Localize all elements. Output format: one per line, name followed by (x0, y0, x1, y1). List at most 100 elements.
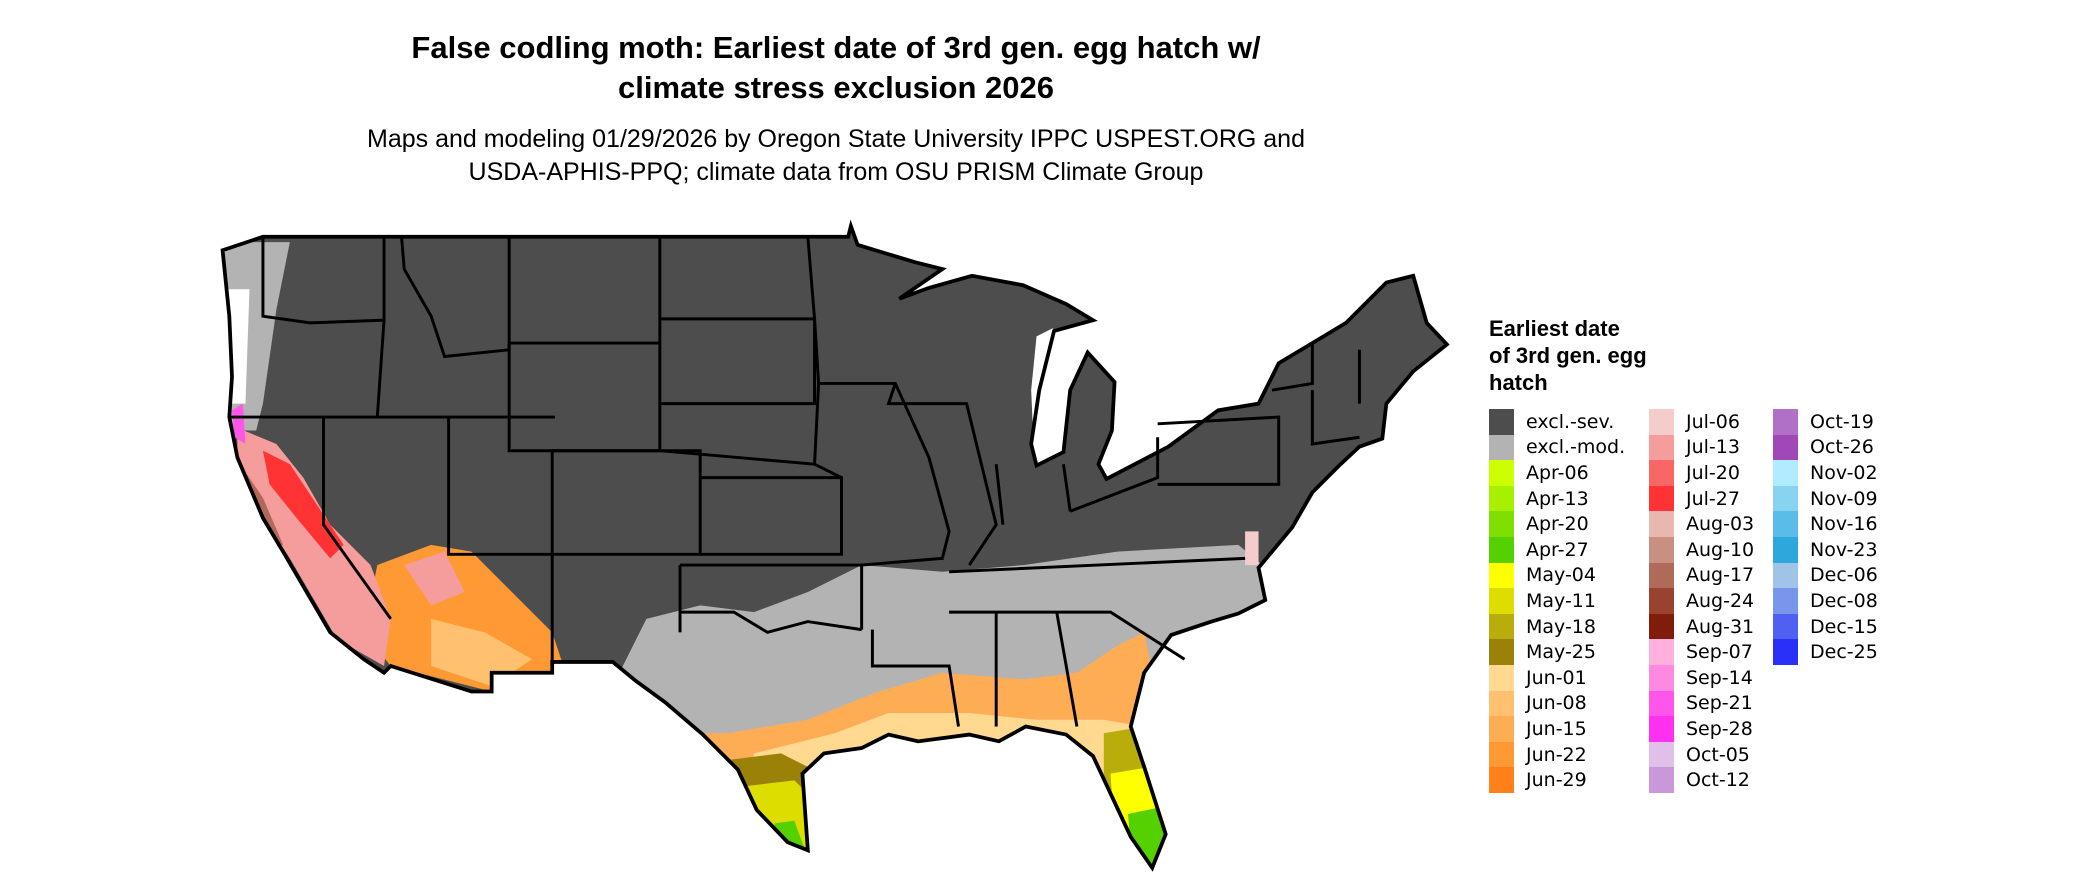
legend-swatch (1489, 537, 1514, 563)
legend-item: Aug-03 (1649, 511, 1754, 537)
state-boundaries (229, 236, 1361, 727)
legend-label: May-25 (1526, 641, 1596, 664)
legend-item: Oct-05 (1649, 741, 1750, 768)
excl-severe-region (222, 226, 1447, 868)
legend-swatch (1489, 690, 1514, 717)
lake-michigan (1031, 328, 1064, 458)
legend-label: May-04 (1526, 564, 1596, 587)
hatch-region-california-jul27 (262, 450, 344, 559)
legend-item: excl.-sev. (1489, 409, 1614, 435)
map-subtitle-line1: Maps and modeling 01/29/2026 by Oregon S… (367, 125, 1305, 153)
legend-label: Sep-14 (1686, 666, 1753, 689)
legend-swatch (1649, 588, 1674, 614)
legend-item: Jul-27 (1649, 485, 1740, 512)
legend-item: excl.-mod. (1489, 434, 1626, 461)
legend-swatch (1649, 690, 1674, 717)
legend-item: Jun-08 (1489, 690, 1587, 717)
nevada-utah-boundary (322, 417, 554, 673)
legend-item: Jul-20 (1649, 460, 1740, 486)
midwest-boundaries (994, 415, 1281, 525)
legend-item: Dec-15 (1773, 613, 1878, 640)
legend-label: Aug-10 (1686, 538, 1755, 561)
legend-label: Aug-31 (1686, 615, 1755, 638)
legend-swatch (1649, 716, 1674, 742)
legend-item: Aug-24 (1649, 588, 1754, 614)
legend-label: Sep-28 (1686, 717, 1753, 740)
hatch-region-nc-jul06 (1245, 531, 1259, 566)
legend-label: Oct-26 (1810, 436, 1874, 459)
legend-swatch (1773, 613, 1798, 640)
hatch-region-southwest-jun08 (431, 618, 533, 687)
legend-item: Apr-13 (1489, 485, 1589, 512)
legend-swatch (1489, 741, 1514, 768)
legend-swatch (1773, 562, 1798, 589)
legend-swatch (1773, 485, 1798, 512)
legend-swatch (1649, 613, 1674, 640)
map-title-line2: climate stress exclusion 2026 (618, 70, 1054, 105)
legend-swatch (1773, 460, 1798, 486)
legend-item: Nov-02 (1773, 460, 1878, 486)
legend-swatch (1489, 588, 1514, 614)
legend-label: Nov-09 (1810, 487, 1878, 510)
legend-label: Nov-16 (1810, 513, 1878, 536)
legend-item: Jul-06 (1649, 409, 1740, 435)
legend-swatch (1773, 537, 1798, 563)
legend-item: Apr-06 (1489, 460, 1589, 486)
legend-swatch (1489, 716, 1514, 742)
legend-title: Earliest date of 3rd gen. egg hatch (1489, 315, 1647, 396)
legend-item: Sep-14 (1649, 665, 1753, 691)
legend-title-line: of 3rd gen. egg (1489, 343, 1647, 368)
legend-swatch (1489, 434, 1514, 461)
map-fill (222, 226, 1447, 868)
legend-swatch (1489, 767, 1514, 793)
hatch-region-california-aug17 (240, 464, 284, 545)
legend-label: Oct-19 (1810, 410, 1874, 433)
legend-label: Aug-24 (1686, 589, 1755, 612)
legend-item: Jun-29 (1489, 767, 1587, 793)
idaho-montana-boundary (400, 236, 511, 359)
legend-item: Oct-26 (1773, 434, 1874, 461)
legend-label: May-18 (1526, 615, 1596, 638)
legend-swatch (1649, 511, 1674, 537)
map-subtitle-line2: USDA-APHIS-PPQ; climate data from OSU PR… (468, 158, 1204, 186)
red-river-boundary (680, 610, 862, 634)
legend-item: Oct-19 (1773, 409, 1874, 435)
hatch-region-oregon-sep21 (231, 403, 246, 444)
legend-swatch (1649, 485, 1674, 512)
legend-item: Jun-22 (1489, 741, 1587, 768)
legend-item: Nov-23 (1773, 537, 1878, 563)
legend-label: excl.-mod. (1526, 436, 1626, 459)
legend-label: Dec-08 (1810, 589, 1878, 612)
legend-label: Jul-27 (1686, 487, 1740, 510)
legend-item: Apr-27 (1489, 537, 1589, 563)
legend-swatch (1773, 588, 1798, 614)
map-title-line1: False codling moth: Earliest date of 3rd… (411, 30, 1261, 65)
legend-item: May-11 (1489, 588, 1596, 614)
legend-label: Dec-25 (1810, 641, 1878, 664)
legend-item: Oct-12 (1649, 767, 1750, 793)
legend-label: Oct-12 (1686, 769, 1750, 792)
legend-item: Dec-08 (1773, 588, 1878, 614)
legend-swatch (1489, 665, 1514, 691)
legend-item: Aug-31 (1649, 613, 1755, 640)
legend-swatch (1649, 409, 1674, 435)
legend-swatch (1489, 460, 1514, 486)
legend-item: May-04 (1489, 562, 1596, 589)
legend-title-line: Earliest date (1489, 316, 1620, 341)
legend-swatch (1489, 511, 1514, 537)
legend-label: Sep-07 (1686, 641, 1753, 664)
legend-label: Sep-21 (1686, 692, 1753, 715)
legend-label: excl.-sev. (1526, 410, 1615, 433)
legend-item: Aug-10 (1649, 537, 1754, 563)
hatch-region-southwest-jul13 (404, 551, 465, 606)
legend-label: Nov-02 (1810, 461, 1878, 484)
legend-item: May-25 (1489, 639, 1596, 665)
legend-swatch (1649, 665, 1674, 691)
legend-item: Aug-17 (1649, 562, 1754, 589)
legend-item: Sep-07 (1649, 639, 1753, 665)
legend-swatch (1773, 409, 1798, 435)
legend-label: Jun-15 (1526, 717, 1587, 740)
legend-swatch (1489, 485, 1514, 512)
legend-swatch (1649, 434, 1674, 461)
legend-swatch (1649, 460, 1674, 486)
